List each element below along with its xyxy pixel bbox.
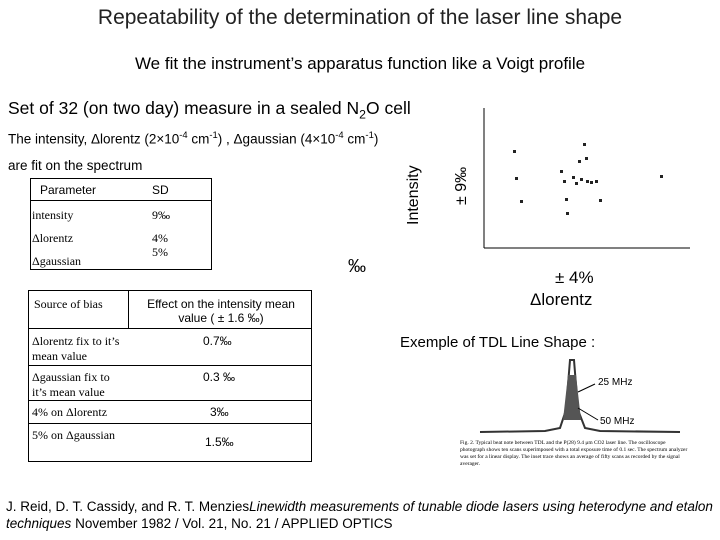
- text: cm: [187, 131, 210, 147]
- scatter-points: [513, 143, 663, 215]
- text: O cell: [366, 98, 411, 118]
- table-rule: [28, 423, 311, 424]
- table-cell: 0.7‰: [203, 334, 232, 348]
- table-cell: 5% on Δgaussian: [32, 428, 116, 442]
- table-cell: 4%: [152, 231, 168, 245]
- authors: J. Reid, D. T. Cassidy, and R. T. Menzie…: [6, 499, 250, 514]
- text: ): [373, 131, 379, 147]
- subscript: 2: [359, 107, 366, 122]
- title: Repeatability of the determination of th…: [97, 6, 623, 29]
- table-cell: Δlorentz fix to it’s mean value: [32, 334, 120, 363]
- table-header: Source of bias: [34, 297, 103, 311]
- figure-label: 50 MHz: [600, 416, 635, 427]
- table-cell: Δlorentz: [32, 231, 74, 245]
- table-rule: [30, 200, 211, 201]
- table-rule: [28, 400, 311, 401]
- table-cell: intensity: [32, 208, 74, 222]
- leader: [577, 407, 599, 421]
- table-cell: 9‰: [152, 208, 170, 222]
- intensity-line: The intensity, Δlorentz (2×10-4 cm-1) , …: [8, 130, 378, 147]
- table-frame: [30, 178, 212, 270]
- text: cm: [343, 131, 366, 147]
- table-cell: 5%: [152, 245, 168, 259]
- set-line: Set of 32 (on two day) measure in a seal…: [8, 98, 411, 122]
- table-header: SD: [152, 183, 169, 197]
- table-header: Effect on the intensity mean value ( ± 1…: [147, 297, 295, 325]
- subtitle: We fit the instrument’s apparatus functi…: [134, 54, 586, 73]
- line-shape-fill: [563, 375, 581, 420]
- text: The intensity, Δlorentz (2×10: [8, 131, 180, 147]
- leader: [577, 383, 596, 393]
- figure-heading: Exemple of TDL Line Shape :: [400, 334, 596, 351]
- table-rule: [128, 290, 129, 328]
- x-range: ± 4%: [555, 268, 594, 287]
- journal: November 1982 / Vol. 21, No. 21 / APPLIE…: [71, 516, 393, 531]
- y-axis-label: Intensity: [405, 165, 422, 225]
- fit-line: are fit on the spectrum: [8, 158, 143, 173]
- table-rule: [28, 328, 311, 329]
- table-cell: Δgaussian: [32, 254, 82, 268]
- text: Set of 32 (on two day) measure in a seal…: [8, 98, 360, 118]
- table-frame: [28, 290, 312, 462]
- table-cell: 0.3 ‰: [203, 370, 236, 384]
- y-range: ± 9‰: [453, 166, 470, 205]
- table-cell: Δgaussian fix to it’s mean value: [32, 370, 110, 399]
- table-header: Parameter: [40, 183, 97, 197]
- superscript: -4: [179, 130, 188, 141]
- figure-caption: Fig. 2. Typical beat note between TDL an…: [460, 440, 688, 467]
- reference: J. Reid, D. T. Cassidy, and R. T. Menzie…: [6, 498, 718, 532]
- line-shape: [479, 359, 681, 433]
- table-rule: [28, 365, 311, 366]
- table-cell: 3‰: [210, 405, 229, 419]
- figure-label: 25 MHz: [598, 377, 633, 388]
- table-cell: 4% on Δlorentz: [32, 405, 108, 419]
- x-axis-label: Δlorentz: [530, 290, 593, 309]
- superscript: -1: [365, 130, 374, 141]
- x-unit: ‰: [348, 256, 366, 276]
- superscript: -4: [335, 130, 344, 141]
- superscript: -1: [209, 130, 218, 141]
- text: ) , Δgaussian (4×10: [217, 131, 336, 147]
- paper-title: Linewidth measurements of tunable diode …: [6, 499, 713, 531]
- table-cell: 1.5‰: [205, 435, 234, 449]
